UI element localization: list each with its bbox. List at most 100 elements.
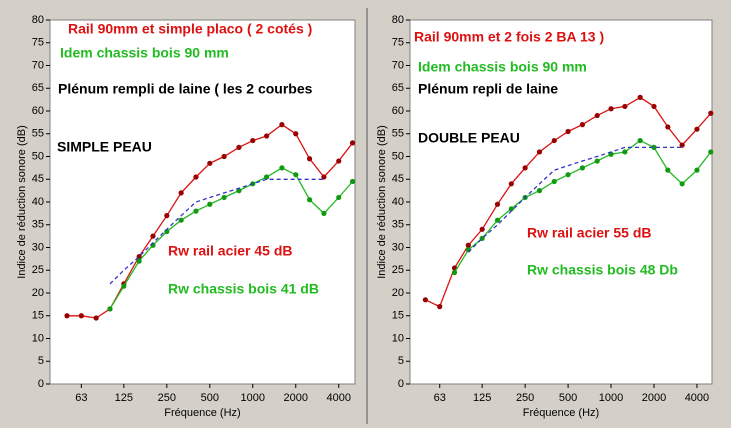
y-tick-label: 75 <box>32 37 44 49</box>
x-tick-label: 63 <box>434 392 446 404</box>
annotation: Idem chassis bois 90 mm <box>60 45 229 61</box>
data-point <box>264 133 270 139</box>
data-point <box>349 140 356 146</box>
y-tick-label: 75 <box>392 37 404 49</box>
data-point <box>622 149 628 155</box>
annotation: Rw rail acier 55 dB <box>527 225 652 241</box>
data-point <box>221 194 227 201</box>
data-point <box>694 126 700 132</box>
y-tick-label: 35 <box>392 219 404 231</box>
y-tick-label: 70 <box>32 59 44 71</box>
data-point <box>250 137 256 144</box>
x-tick-label: 2000 <box>642 392 666 404</box>
y-tick-label: 5 <box>398 355 404 367</box>
data-point <box>321 174 327 180</box>
x-tick-label: 125 <box>115 392 133 404</box>
data-point <box>594 158 600 164</box>
y-tick-label: 40 <box>392 196 404 208</box>
x-tick-label: 1000 <box>241 392 265 404</box>
y-tick-label: 50 <box>32 150 44 162</box>
data-point <box>565 128 571 135</box>
data-point <box>551 137 557 144</box>
series-line <box>109 167 354 310</box>
data-point <box>279 122 285 128</box>
plot-area <box>409 19 713 385</box>
data-point <box>651 103 657 110</box>
data-point <box>679 142 685 148</box>
data-point <box>479 226 485 232</box>
x-axis-label: Fréquence (Hz) <box>164 407 240 419</box>
data-point <box>306 156 313 162</box>
annotation: Idem chassis bois 90 mm <box>418 59 587 75</box>
annotation: Plénum rempli de laine ( les 2 courbes <box>58 81 313 97</box>
data-point <box>293 131 299 137</box>
data-point <box>579 165 586 171</box>
data-point <box>207 160 213 166</box>
data-point <box>622 103 628 110</box>
data-point <box>78 313 84 319</box>
y-tick-label: 60 <box>392 105 404 117</box>
data-point <box>336 158 342 164</box>
y-tick-label: 30 <box>392 241 404 253</box>
y-tick-label: 80 <box>392 14 404 26</box>
annotation: Rw chassis bois 48 Db <box>527 262 678 278</box>
x-tick-label: 125 <box>473 392 491 404</box>
data-point <box>150 233 156 239</box>
annotation: DOUBLE PEAU <box>418 130 520 146</box>
y-tick-label: 65 <box>32 82 44 94</box>
x-tick-label: 500 <box>201 392 219 404</box>
data-point <box>579 122 586 128</box>
y-axis-label: Indice de réduction sonore (dB) <box>16 125 28 278</box>
annotation: Rail 90mm et 2 fois 2 BA 13 ) <box>414 29 604 45</box>
x-tick-label: 4000 <box>685 392 709 404</box>
data-point <box>221 153 227 160</box>
y-tick-label: 40 <box>32 196 44 208</box>
x-tick-label: 1000 <box>599 392 623 404</box>
data-point <box>551 178 557 185</box>
data-point <box>651 144 657 150</box>
y-tick-label: 50 <box>392 150 404 162</box>
y-tick-label: 10 <box>392 332 404 344</box>
annotation: SIMPLE PEAU <box>57 139 152 155</box>
annotation: Rw chassis bois 41 dB <box>168 281 319 297</box>
data-point <box>121 283 127 289</box>
data-point <box>437 304 443 310</box>
series-line <box>109 178 324 285</box>
data-point <box>264 174 270 180</box>
x-tick-label: 250 <box>516 392 534 404</box>
data-point <box>665 124 671 130</box>
series-line <box>467 146 683 253</box>
data-point <box>193 174 199 180</box>
y-tick-label: 30 <box>32 241 44 253</box>
y-tick-label: 15 <box>392 310 404 322</box>
x-tick-label: 4000 <box>326 392 350 404</box>
data-point <box>708 110 714 116</box>
x-tick-label: 250 <box>158 392 176 404</box>
y-tick-label: 45 <box>32 173 44 185</box>
data-point <box>694 167 700 173</box>
data-point <box>508 181 514 187</box>
x-tick-label: 500 <box>559 392 577 404</box>
y-tick-label: 20 <box>32 287 44 299</box>
data-point <box>451 269 458 276</box>
data-point <box>508 206 514 212</box>
data-point <box>465 242 471 248</box>
y-axis-label: Indice de réduction sonore (dB) <box>376 125 388 278</box>
annotation: Rw rail acier 45 dB <box>168 243 293 259</box>
data-point <box>136 258 142 264</box>
x-axis-label: Fréquence (Hz) <box>523 407 599 419</box>
data-point <box>306 197 313 203</box>
data-point <box>494 201 501 207</box>
y-tick-label: 25 <box>32 264 44 276</box>
data-point <box>637 94 643 100</box>
data-point <box>565 172 571 178</box>
data-point <box>665 167 671 173</box>
data-point <box>522 165 528 171</box>
data-point <box>178 190 184 196</box>
y-tick-label: 55 <box>32 128 44 140</box>
data-point <box>321 210 327 216</box>
y-tick-label: 0 <box>38 378 44 390</box>
y-tick-label: 60 <box>32 105 44 117</box>
y-tick-label: 65 <box>392 82 404 94</box>
